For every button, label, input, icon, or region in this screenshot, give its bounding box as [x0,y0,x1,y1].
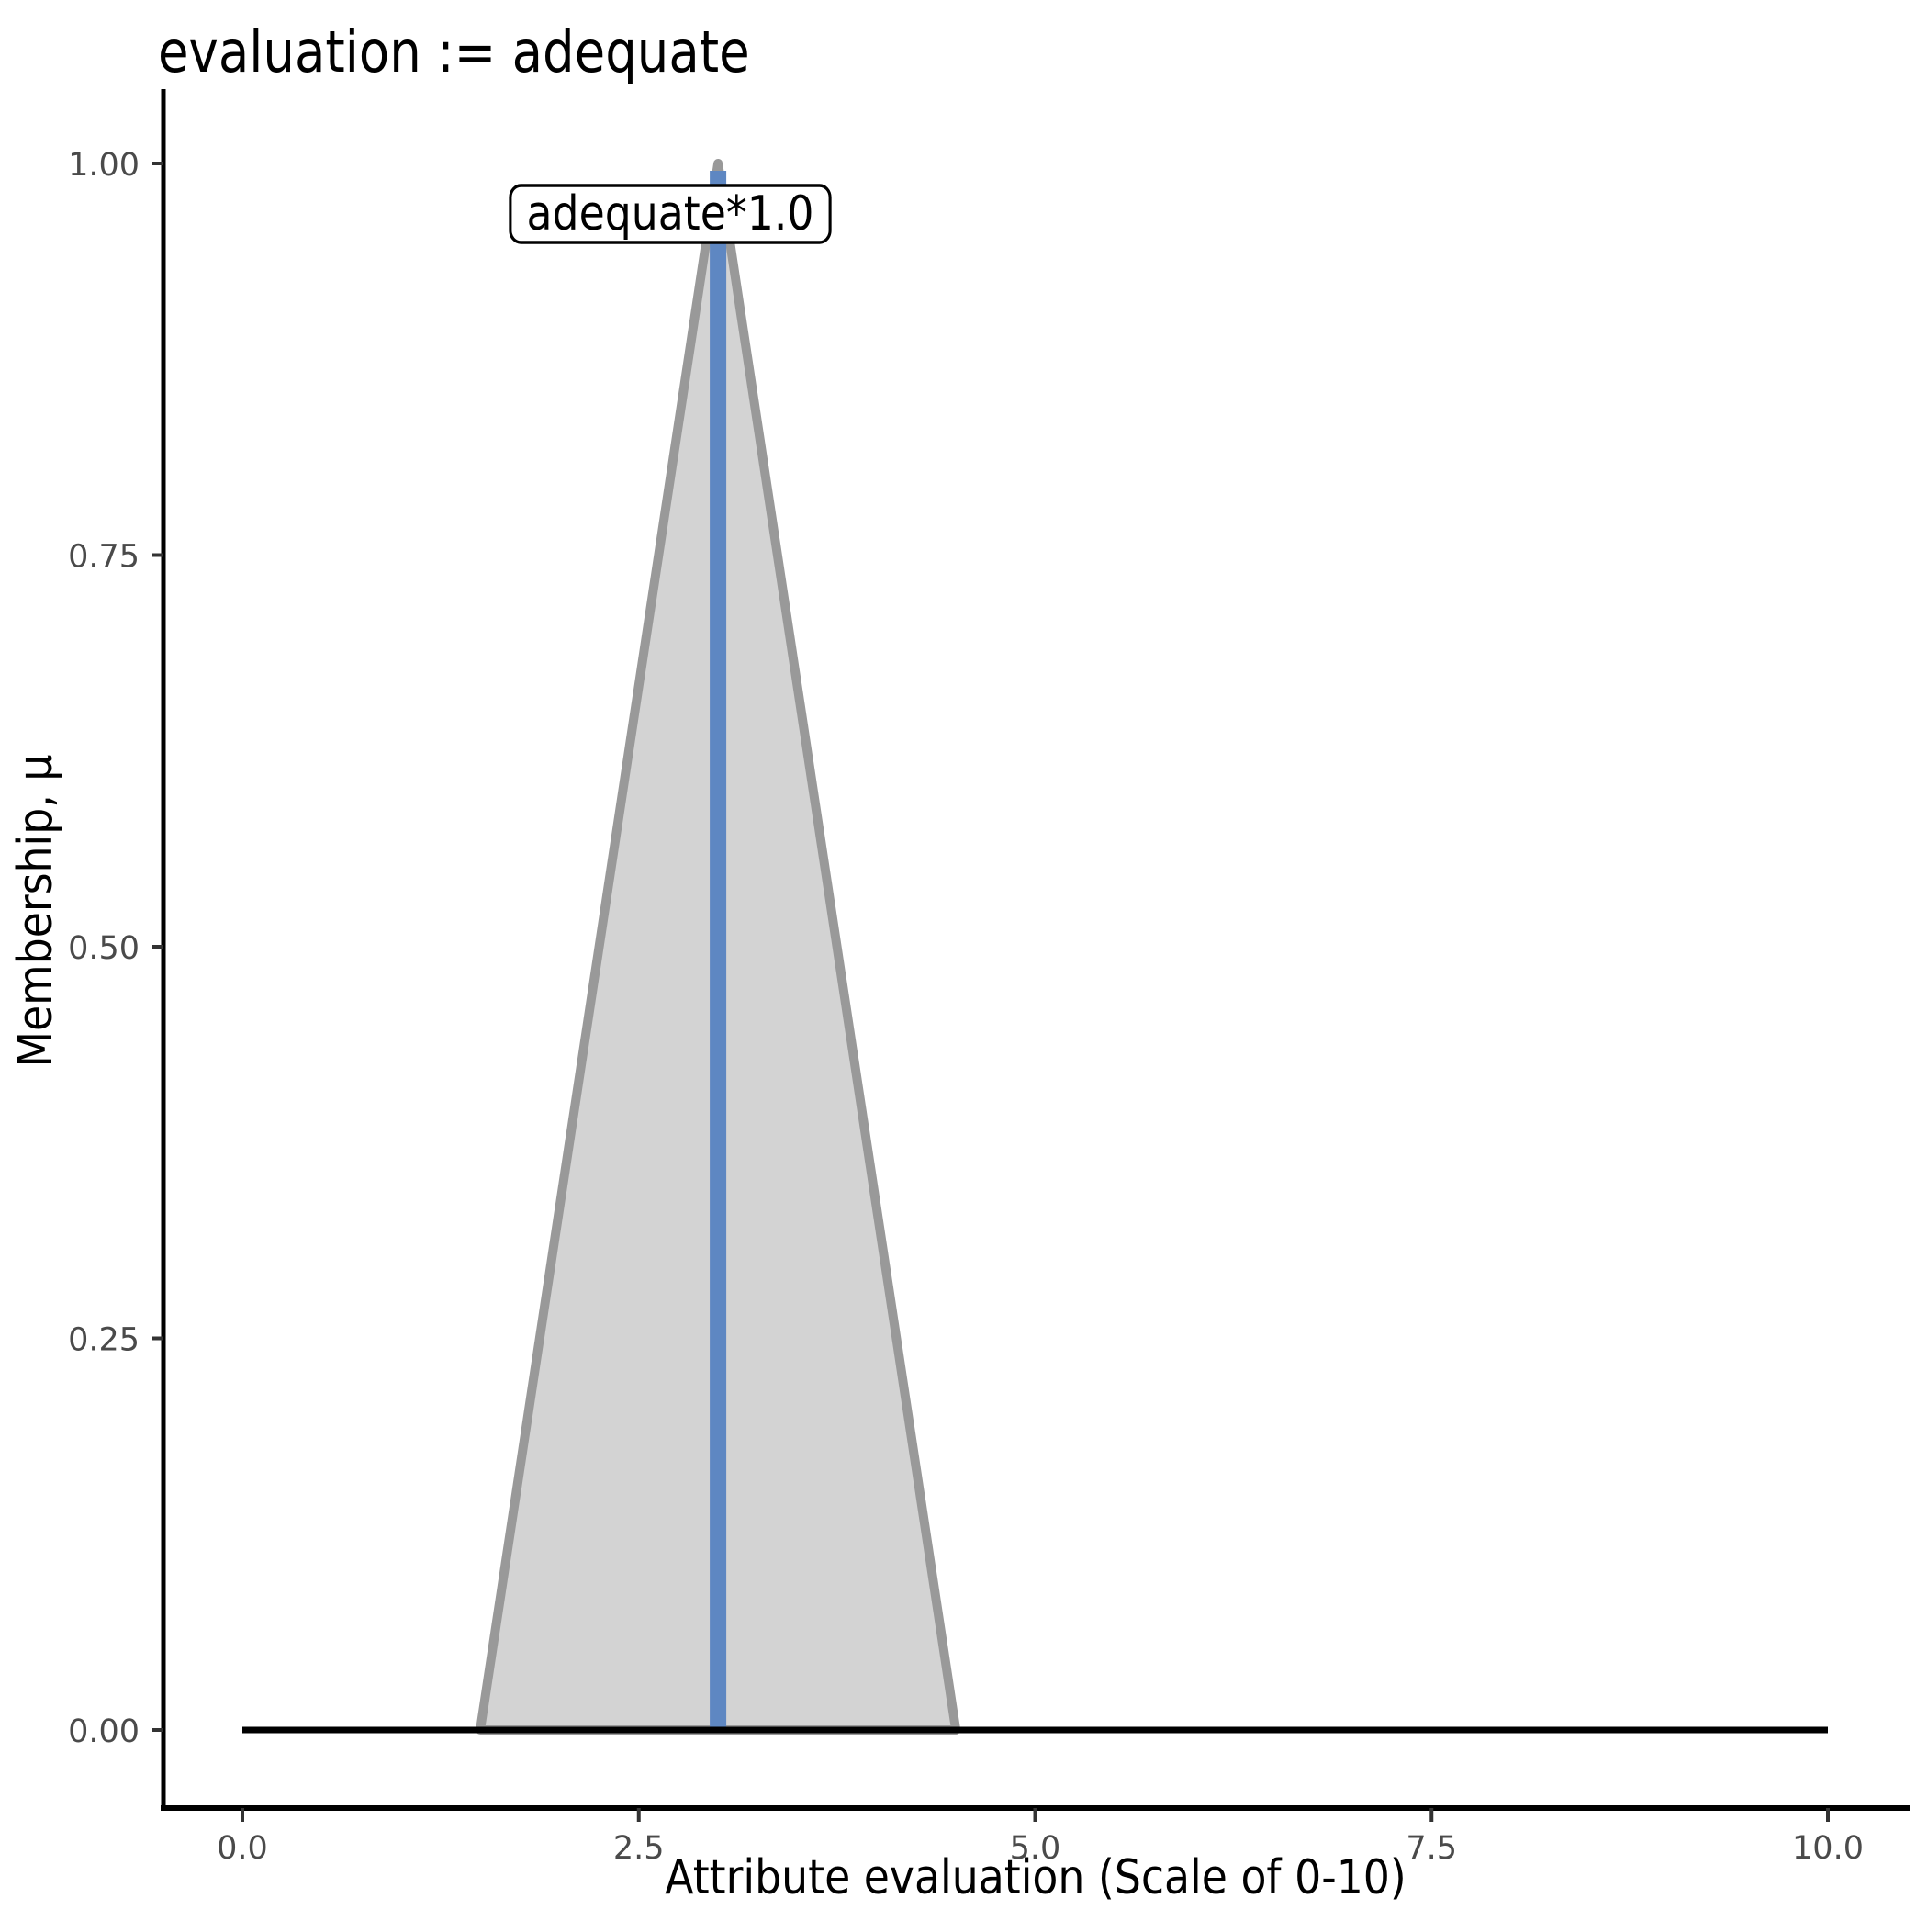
y-tick-label: 1.00 [68,147,140,184]
x-tick-label: 5.0 [1010,1830,1061,1867]
y-axis-label: Membership, μ [7,755,63,1068]
y-tick-label: 0.25 [68,1322,140,1359]
annotation-callout: adequate*1.0 [509,184,832,244]
plot-title: evaluation := adequate [158,19,750,85]
annotation-box [509,184,832,244]
y-tick-label: 0.50 [68,930,140,967]
x-tick-label: 10.0 [1792,1830,1864,1867]
y-tick-label: 0.00 [68,1713,140,1750]
x-tick-label: 7.5 [1406,1830,1457,1867]
x-tick-label: 0.0 [217,1830,268,1867]
x-tick-label: 2.5 [613,1830,665,1867]
annotation-label: adequate*1.0 [526,185,813,242]
y-tick-label: 0.75 [68,539,140,576]
plot-geometry-layer: 0.00 0.25 0.50 0.75 1.00 0.0 2.5 5.0 7.5 10.0 [68,89,1910,1867]
x-axis-label: Attribute evaluation (Scale of 0-10) [665,1849,1407,1905]
